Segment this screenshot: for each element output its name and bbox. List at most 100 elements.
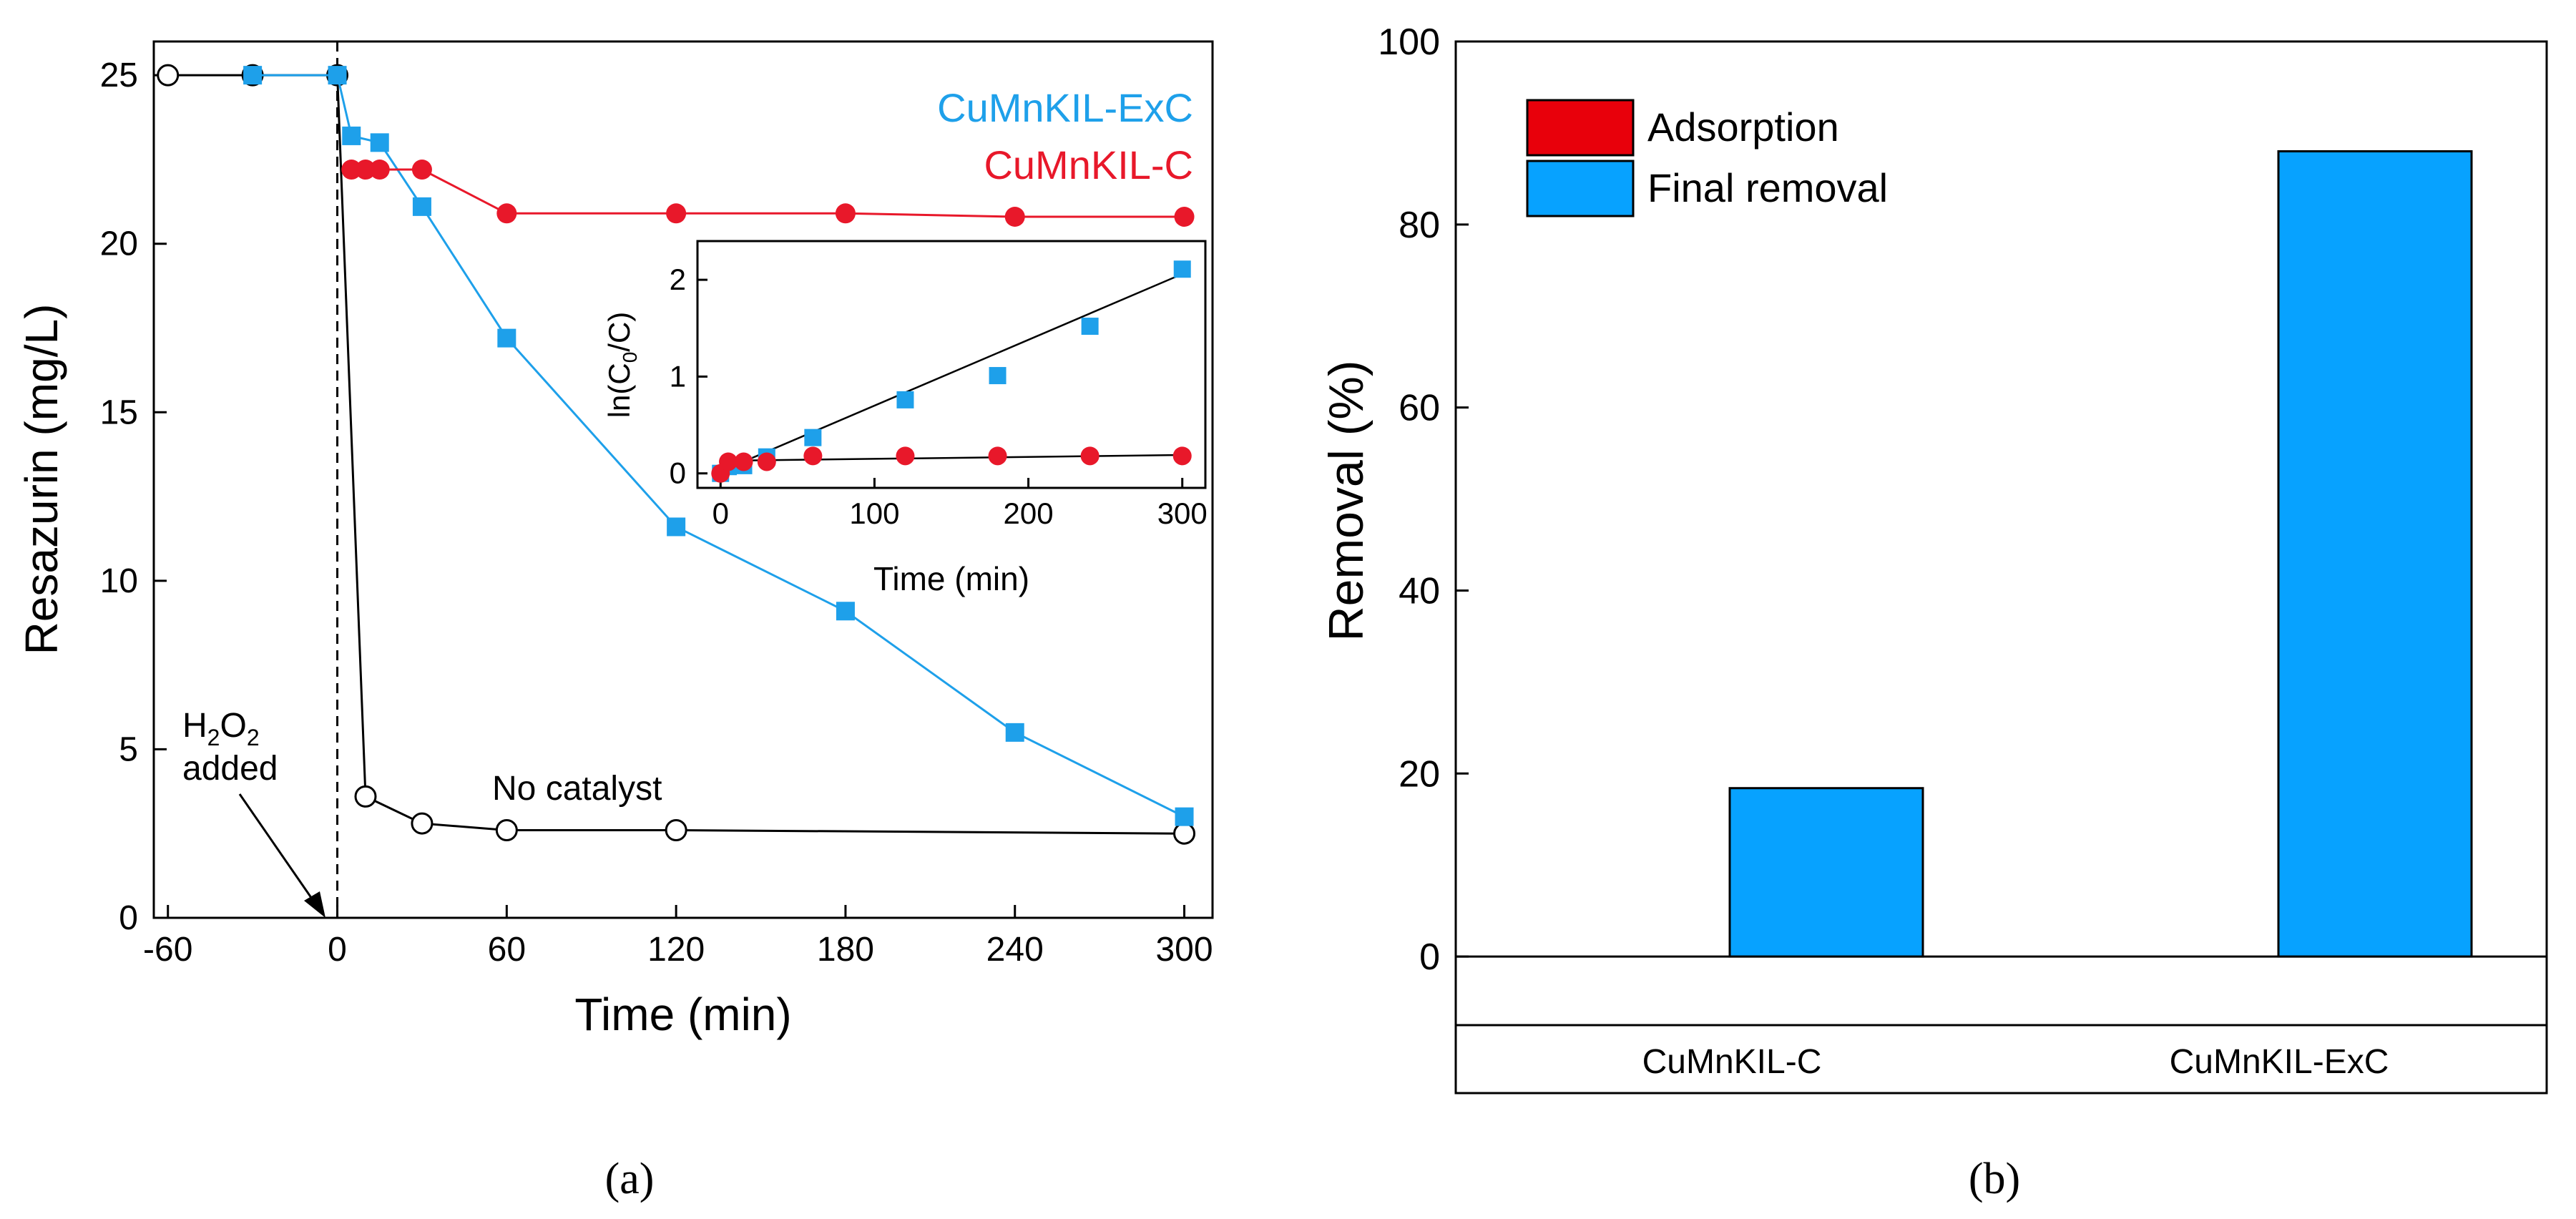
inset-data-point bbox=[989, 367, 1007, 385]
bar-final-removal-cumnkil-exc bbox=[2277, 150, 2473, 958]
x-tick-label: 120 bbox=[647, 931, 705, 969]
category-label-cumnkil-exc: CuMnKIL-ExC bbox=[2170, 1043, 2389, 1081]
data-point bbox=[411, 160, 432, 180]
bar-final-removal-cumnkil-c bbox=[1728, 787, 1924, 958]
x-tick-label: 0 bbox=[328, 931, 347, 969]
legend-swatch-final-removal bbox=[1526, 160, 1635, 217]
y-tick-label: 5 bbox=[119, 730, 138, 768]
data-point bbox=[1005, 723, 1024, 742]
series-cumnkil-exc bbox=[243, 66, 1194, 826]
x-tick-label: 180 bbox=[817, 931, 874, 969]
x-tick-label: 240 bbox=[986, 931, 1044, 969]
data-point bbox=[412, 197, 431, 216]
panel-a-x-ticks: -60 0 60 120 180 240 300 bbox=[143, 905, 1213, 969]
series-cumnkil-c bbox=[341, 160, 1195, 227]
inset-y-ticks: 0 1 2 bbox=[670, 263, 707, 490]
data-point bbox=[835, 203, 856, 224]
inset-data-point bbox=[734, 452, 753, 471]
h2o2-label: H2O2 bbox=[182, 707, 260, 750]
added-label: added bbox=[182, 750, 278, 788]
data-point bbox=[1175, 807, 1194, 826]
x-tick-label: 60 bbox=[488, 931, 526, 969]
inset-y-tick-label: 1 bbox=[670, 359, 686, 393]
inset-x-tick-label: 0 bbox=[712, 496, 729, 530]
inset-data-point bbox=[803, 446, 823, 466]
inset-x-ticks: 0 100 200 300 bbox=[712, 478, 1208, 530]
panel-a-label: (a) bbox=[605, 1155, 655, 1203]
inset-data-point bbox=[757, 452, 776, 471]
inset-series bbox=[711, 260, 1192, 483]
inset-fit-line bbox=[720, 273, 1183, 473]
inset-data-point bbox=[1172, 446, 1192, 466]
x-tick-label: 300 bbox=[1155, 931, 1213, 969]
panel-b: 0 20 40 60 80 100 CuMnKIL-C CuMnKIL-ExC Adsor… bbox=[1319, 21, 2548, 1203]
category-label-cumnkil-c: CuMnKIL-C bbox=[1642, 1043, 1822, 1081]
legend-swatch-adsorption bbox=[1526, 99, 1635, 157]
y-tick-label: 25 bbox=[100, 57, 138, 94]
inset-x-tick-label: 100 bbox=[849, 496, 899, 530]
panel-b-label: (b) bbox=[1969, 1155, 2020, 1203]
panel-a-frame bbox=[152, 40, 1214, 919]
panel-a-y-label: Resazurin (mg/L) bbox=[16, 304, 67, 655]
panel-b-bars bbox=[1728, 150, 2473, 958]
inset-series-1 bbox=[711, 446, 1192, 483]
data-point bbox=[836, 602, 855, 621]
data-point bbox=[354, 785, 377, 808]
inset-y-tick-label: 2 bbox=[670, 263, 686, 296]
inset-y-label: ln(C0/C) bbox=[602, 312, 641, 418]
panel-a-y-ticks: 0 5 10 15 20 25 bbox=[100, 57, 167, 937]
inset-data-point bbox=[1081, 318, 1099, 336]
inset-x-label: Time (min) bbox=[873, 560, 1029, 597]
inset-x-tick-label: 300 bbox=[1157, 496, 1208, 530]
inset-fit-line bbox=[720, 454, 1182, 462]
y-tick-label: 80 bbox=[1399, 205, 1440, 246]
data-point bbox=[370, 133, 389, 152]
inset-y-tick-label: 0 bbox=[670, 456, 686, 490]
panel-b-frame bbox=[1454, 40, 2548, 1095]
panel-b-legend: Adsorption Final removal bbox=[1526, 99, 1888, 217]
data-point bbox=[1174, 207, 1195, 227]
inset-data-point bbox=[896, 391, 914, 408]
data-point bbox=[342, 126, 361, 145]
data-point bbox=[243, 66, 263, 85]
series-line-cumnkil-exc bbox=[253, 74, 1185, 818]
y-tick-label: 0 bbox=[1419, 936, 1440, 978]
data-point bbox=[356, 160, 376, 180]
data-point bbox=[341, 160, 362, 180]
data-point bbox=[328, 66, 347, 85]
h2o2-arrow bbox=[238, 793, 325, 918]
y-tick-label: 0 bbox=[119, 899, 138, 937]
inset-data-point bbox=[988, 446, 1007, 466]
inset-x-tick-label: 200 bbox=[1004, 496, 1054, 530]
y-tick-label: 10 bbox=[100, 562, 138, 600]
data-point bbox=[157, 64, 180, 87]
inset-data-point bbox=[719, 452, 738, 471]
data-point bbox=[666, 203, 687, 224]
panel-a-series bbox=[157, 64, 1196, 845]
y-tick-label: 20 bbox=[100, 225, 138, 263]
inset-data-point bbox=[1080, 446, 1100, 466]
y-tick-label: 40 bbox=[1399, 570, 1440, 612]
panel-b-y-ticks: 0 20 40 60 80 100 bbox=[1378, 21, 1469, 978]
data-point bbox=[411, 812, 434, 835]
data-point bbox=[667, 517, 686, 537]
panel-a-x-label: Time (min) bbox=[574, 989, 791, 1040]
inset-frame bbox=[696, 240, 1207, 489]
legend-final-removal: Final removal bbox=[1647, 165, 1888, 210]
data-point bbox=[497, 328, 516, 348]
legend-c: CuMnKIL-C bbox=[984, 142, 1193, 187]
y-tick-label: 60 bbox=[1399, 388, 1440, 429]
data-point bbox=[496, 203, 517, 224]
y-tick-label: 100 bbox=[1378, 21, 1440, 63]
x-tick-label: -60 bbox=[143, 931, 192, 969]
inset: 0 100 200 300 0 1 2 Time (min) ln(C0/C) bbox=[602, 240, 1208, 597]
data-point bbox=[495, 819, 518, 841]
data-point bbox=[1173, 822, 1196, 845]
no-catalyst-label: No catalyst bbox=[492, 770, 662, 808]
legend-exc: CuMnKIL-ExC bbox=[937, 85, 1193, 130]
y-tick-label: 15 bbox=[100, 393, 138, 431]
y-tick-label: 20 bbox=[1399, 753, 1440, 795]
inset-data-point bbox=[804, 429, 822, 446]
